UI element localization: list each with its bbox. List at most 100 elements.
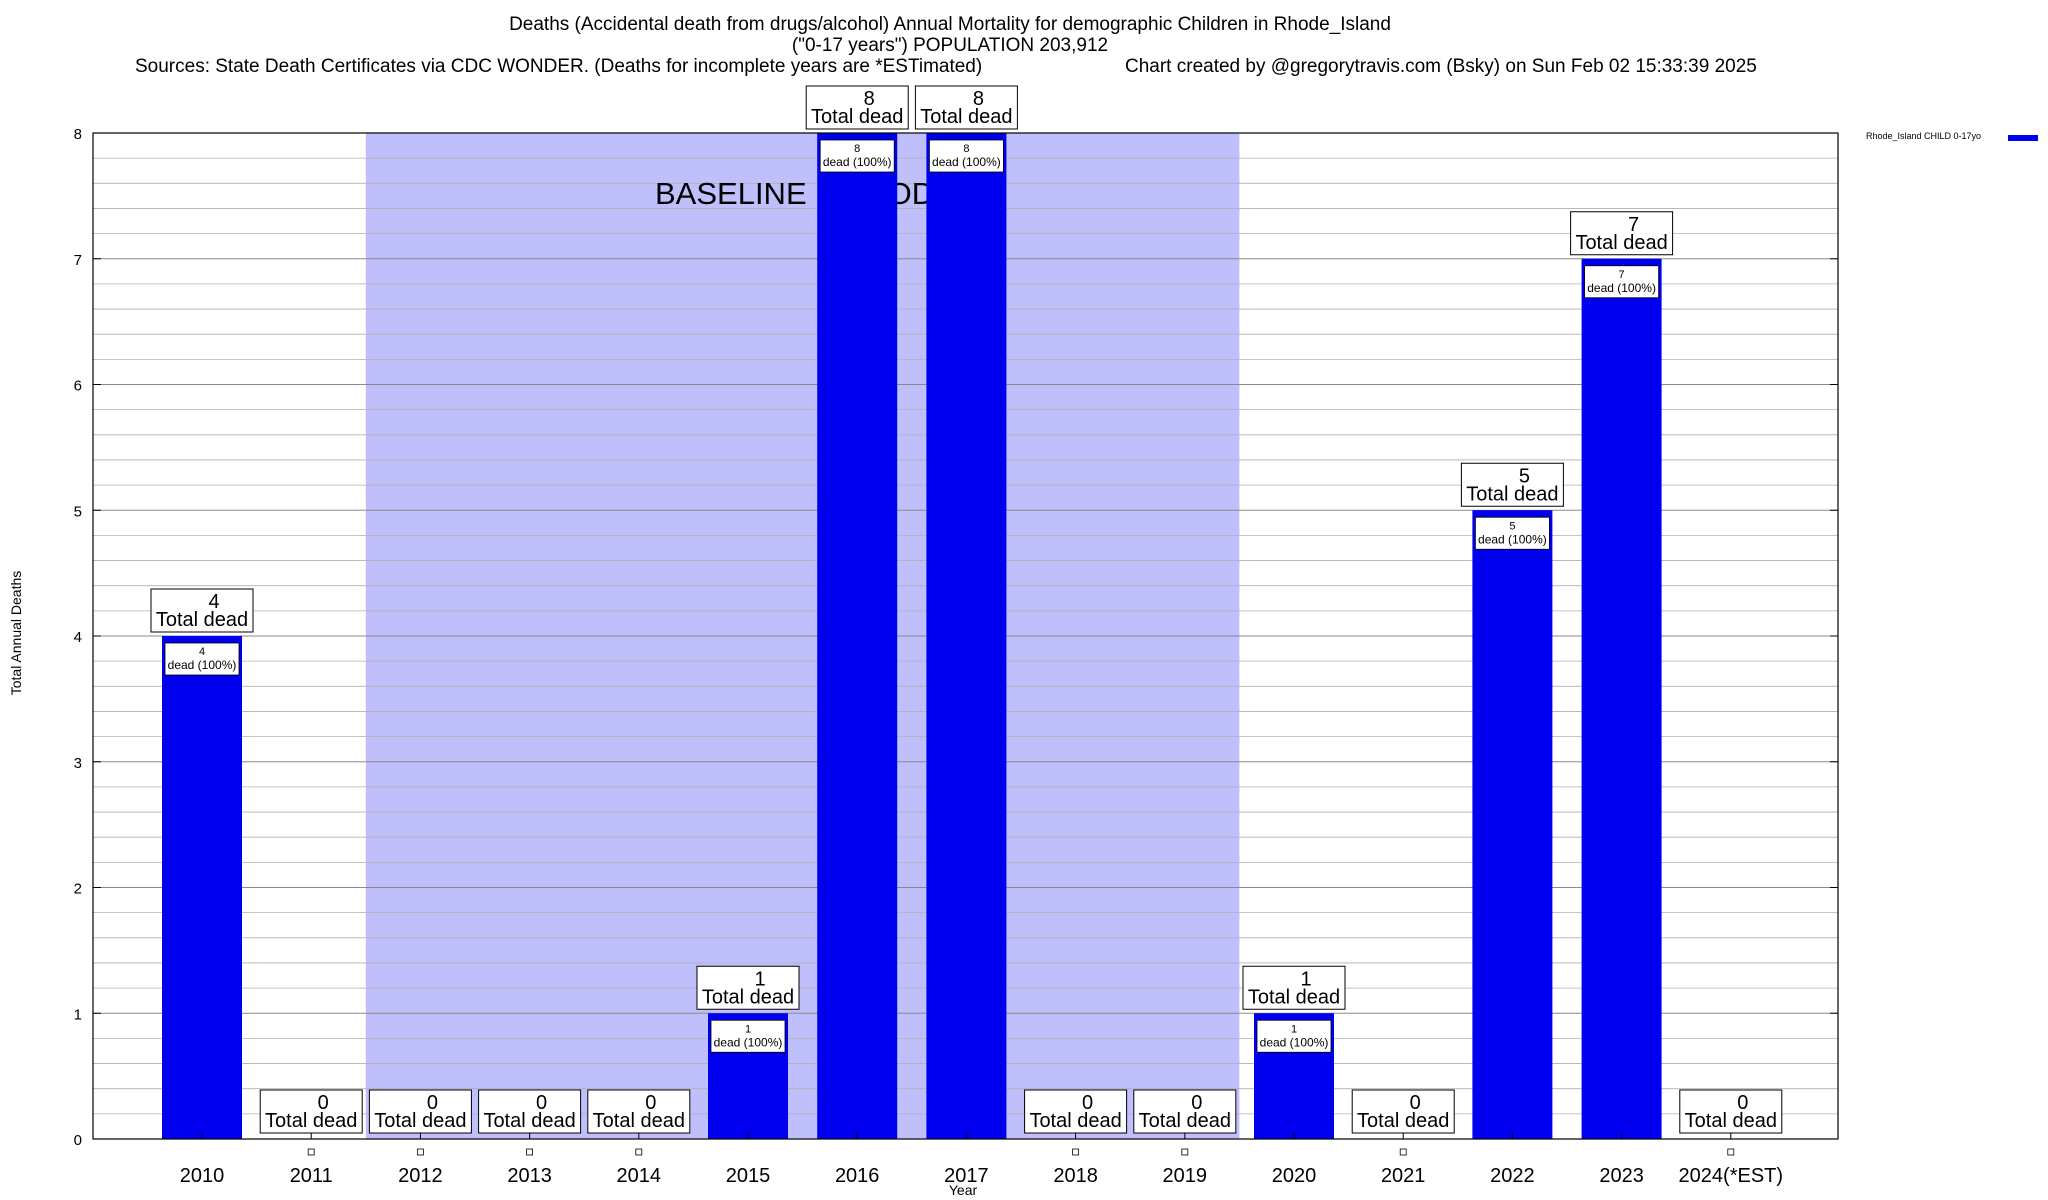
bar-inner-value: 7: [1619, 269, 1625, 281]
total-label-box: [1351, 1089, 1455, 1134]
bar-inner-label-box: [164, 642, 240, 676]
total-dead-label: Total dead: [1029, 1110, 1121, 1132]
x-tick-label: 2022: [1490, 1165, 1535, 1187]
total-dead-label: Total dead: [374, 1110, 466, 1132]
total-dead-label: Total dead: [702, 986, 794, 1008]
total-label-box: [478, 1089, 582, 1134]
bar-inner-percent: dead (100%): [1478, 532, 1547, 546]
y-tick-label: 3: [74, 755, 82, 772]
total-label-box: [805, 85, 909, 130]
total-label-box: [696, 965, 800, 1010]
total-dead-label: Total dead: [1357, 1110, 1449, 1132]
chart-title: Deaths (Accidental death from drugs/alco…: [509, 14, 1391, 35]
bar-inner-percent: dead (100%): [1587, 281, 1656, 295]
total-value-label: 0: [1191, 1092, 1202, 1114]
total-dead-label: Total dead: [593, 1110, 685, 1132]
total-label-box: [368, 1089, 472, 1134]
bar-inner-label-box: [929, 139, 1004, 173]
bar-inner-label-box: [710, 1019, 786, 1053]
bar-inner-percent: dead (100%): [823, 155, 892, 169]
x-tick-label: 2016: [835, 1165, 880, 1187]
bar-inner-percent: dead (100%): [932, 155, 1001, 169]
total-dead-label: Total dead: [1466, 483, 1558, 505]
bar-inner-label-box: [819, 139, 895, 173]
total-label-box: [1570, 211, 1674, 256]
total-dead-label: Total dead: [1685, 1110, 1777, 1132]
chart-credit: Chart created by @gregorytravis.com (Bsk…: [1125, 56, 1757, 77]
zero-marker: [635, 1148, 643, 1156]
legend-label: Rhode_Island CHILD 0-17yo: [1866, 131, 1982, 141]
total-value-label: 0: [318, 1092, 329, 1114]
y-tick-label: 7: [74, 252, 82, 269]
x-tick-label: 2015: [726, 1165, 771, 1187]
total-dead-label: Total dead: [1575, 232, 1667, 254]
x-tick-label: 2021: [1381, 1165, 1426, 1187]
total-value-label: 4: [208, 591, 219, 613]
bar: [1581, 258, 1662, 1139]
legend-swatch: [2008, 135, 2038, 141]
x-tick-label: 2010: [180, 1165, 225, 1187]
total-dead-label: Total dead: [1139, 1110, 1231, 1132]
chart-sources: Sources: State Death Certificates via CD…: [135, 56, 983, 77]
total-label-box: [259, 1089, 363, 1134]
bar: [1472, 510, 1553, 1139]
zero-marker: [526, 1148, 533, 1156]
y-tick-label: 5: [74, 503, 82, 520]
x-tick-label: 2012: [398, 1165, 443, 1187]
x-tick-label: 2020: [1272, 1165, 1317, 1187]
bar-inner-value: 8: [963, 143, 969, 155]
y-tick-label: 6: [74, 378, 82, 395]
y-tick-label: 0: [74, 1132, 82, 1149]
total-value-label: 8: [973, 88, 984, 110]
zero-marker: [1181, 1148, 1189, 1156]
total-dead-label: Total dead: [156, 609, 248, 631]
total-value-label: 0: [1410, 1092, 1421, 1114]
total-value-label: 1: [754, 968, 765, 990]
x-tick-label: 2019: [1163, 1165, 1208, 1187]
x-tick-label: 2017: [944, 1165, 989, 1187]
bar-inner-percent: dead (100%): [168, 658, 237, 672]
zero-marker: [416, 1148, 424, 1156]
total-label-box: [150, 588, 254, 633]
bar-inner-value: 4: [199, 646, 205, 658]
bar-inner-value: 1: [1291, 1023, 1297, 1035]
total-label-box: [587, 1089, 691, 1134]
bar-inner-percent: dead (100%): [1260, 1035, 1329, 1049]
total-dead-label: Total dead: [920, 106, 1012, 128]
bar-inner-label-box: [1256, 1019, 1332, 1053]
x-tick-label: 2013: [507, 1165, 552, 1187]
bar: [926, 133, 1007, 1139]
bar-inner-value: 5: [1509, 520, 1515, 532]
total-value-label: 7: [1628, 214, 1639, 236]
y-tick-label: 4: [74, 629, 82, 646]
total-label-box: [1242, 965, 1346, 1010]
total-value-label: 0: [536, 1092, 547, 1114]
total-label-box: [1679, 1089, 1783, 1134]
total-label-box: [914, 85, 1018, 130]
plot-frame: [92, 132, 1839, 1140]
total-label-box: [1460, 462, 1564, 507]
total-value-label: 0: [1737, 1092, 1748, 1114]
total-dead-label: Total dead: [265, 1110, 357, 1132]
total-value-label: 5: [1519, 465, 1530, 487]
x-tick-label: 2014: [617, 1165, 662, 1187]
total-label-box: [1133, 1089, 1237, 1134]
zero-marker: [1399, 1148, 1407, 1156]
bar-inner-percent: dead (100%): [714, 1035, 783, 1049]
x-tick-label: 2011: [290, 1165, 333, 1187]
zero-marker: [307, 1148, 315, 1156]
x-tick-label: 2023: [1599, 1165, 1644, 1187]
y-tick-label: 1: [74, 1006, 82, 1023]
y-axis-label: Total Annual Deaths: [8, 570, 24, 696]
x-tick-label: 2024(*EST): [1679, 1165, 1784, 1187]
bar-inner-value: 1: [745, 1023, 751, 1035]
total-label-box: [1024, 1089, 1128, 1134]
bar-inner-label-box: [1475, 516, 1550, 550]
x-axis-label: Year: [948, 1182, 978, 1198]
zero-marker: [1072, 1148, 1079, 1156]
total-value-label: 0: [645, 1092, 656, 1114]
y-tick-label: 2: [74, 881, 82, 898]
x-tick-label: 2018: [1053, 1165, 1098, 1187]
total-dead-label: Total dead: [811, 106, 903, 128]
